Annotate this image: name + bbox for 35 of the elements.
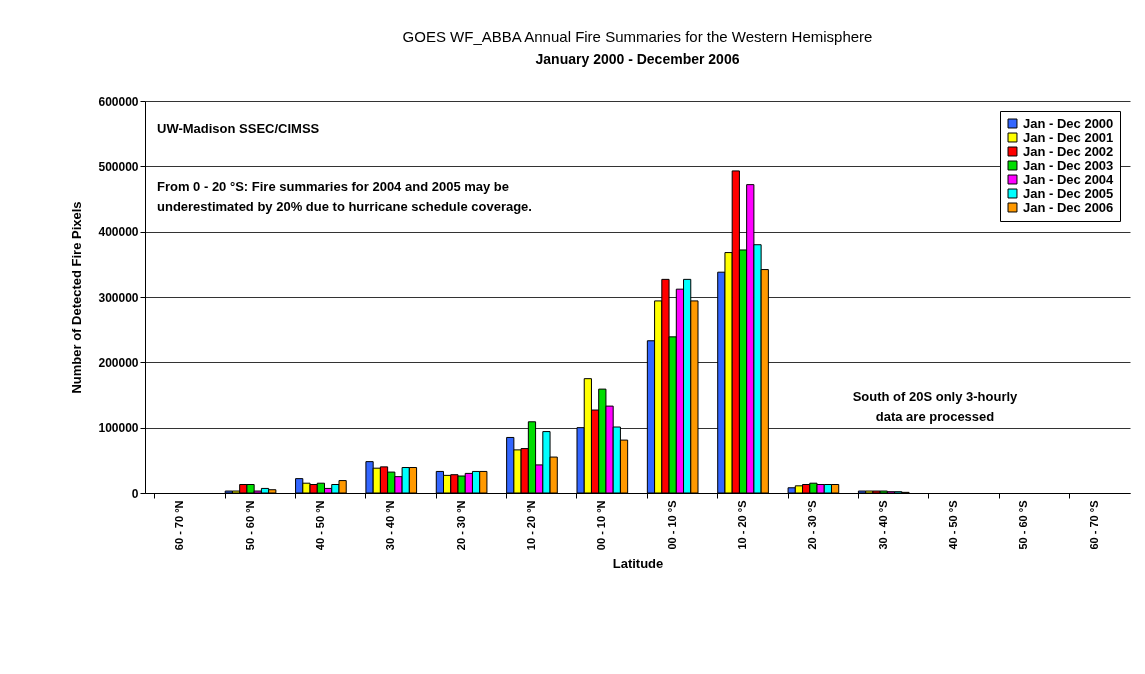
x-tick-label: 60 - 70 °S — [1087, 500, 1100, 550]
legend-label: Jan - Dec 2005 — [1023, 185, 1114, 201]
chart-title: GOES WF_ABBA Annual Fire Summaries for the Western Hemisphere — [402, 28, 873, 45]
x-tick-label: 40 - 50 °S — [947, 500, 960, 550]
x-tick-label: 30 - 40 °S — [876, 500, 889, 550]
x-tick-label: 50 - 60 °S — [1017, 500, 1030, 550]
y-tick-label: 300000 — [98, 290, 139, 305]
y-tick-label: 0 — [131, 486, 139, 501]
y-tick-label: 400000 — [98, 225, 139, 240]
x-tick-label: 30 - 40 °N — [384, 500, 397, 551]
legend-label: Jan - Dec 2000 — [1023, 115, 1114, 131]
y-tick-label: 600000 — [98, 94, 139, 109]
legend-label: Jan - Dec 2006 — [1023, 199, 1114, 215]
x-tick-label: 10 - 20 °S — [736, 500, 749, 550]
legend-label: Jan - Dec 2001 — [1023, 129, 1114, 145]
y-tick-label: 200000 — [98, 355, 139, 370]
x-tick-label: 10 - 20 °N — [524, 500, 537, 551]
x-tick-label: 20 - 30 °N — [454, 500, 467, 551]
legend-label: Jan - Dec 2004 — [1023, 171, 1115, 187]
x-tick-label: 60 - 70 °N — [173, 500, 186, 551]
x-tick-label: 00 - 10 °S — [665, 500, 678, 550]
x-tick-label: 40 - 50 °N — [313, 500, 326, 551]
y-tick-label: 500000 — [98, 159, 139, 174]
y-axis-title: Number of Detected Fire Pixels — [69, 201, 85, 394]
x-tick-label: 00 - 10 °N — [595, 500, 608, 551]
annotation: UW-Madison SSEC/CIMSS — [157, 121, 320, 136]
annotation: From 0 - 20 °S: Fire summaries for 2004 and 2005 may be underestimated by 20% due to hurricane schedule coverage. — [157, 179, 532, 214]
annotation: South of 20S only 3-hourly data are processed — [852, 389, 1019, 424]
x-axis-title: Latitude — [612, 556, 664, 572]
legend-label: Jan - Dec 2003 — [1023, 157, 1114, 173]
chart-subtitle: January 2000 - December 2006 — [535, 51, 740, 67]
x-tick-label: 50 - 60 °N — [243, 500, 256, 551]
x-tick-label: 20 - 30 °S — [806, 500, 819, 550]
legend-label: Jan - Dec 2002 — [1023, 143, 1114, 159]
y-tick-label: 100000 — [98, 421, 139, 436]
